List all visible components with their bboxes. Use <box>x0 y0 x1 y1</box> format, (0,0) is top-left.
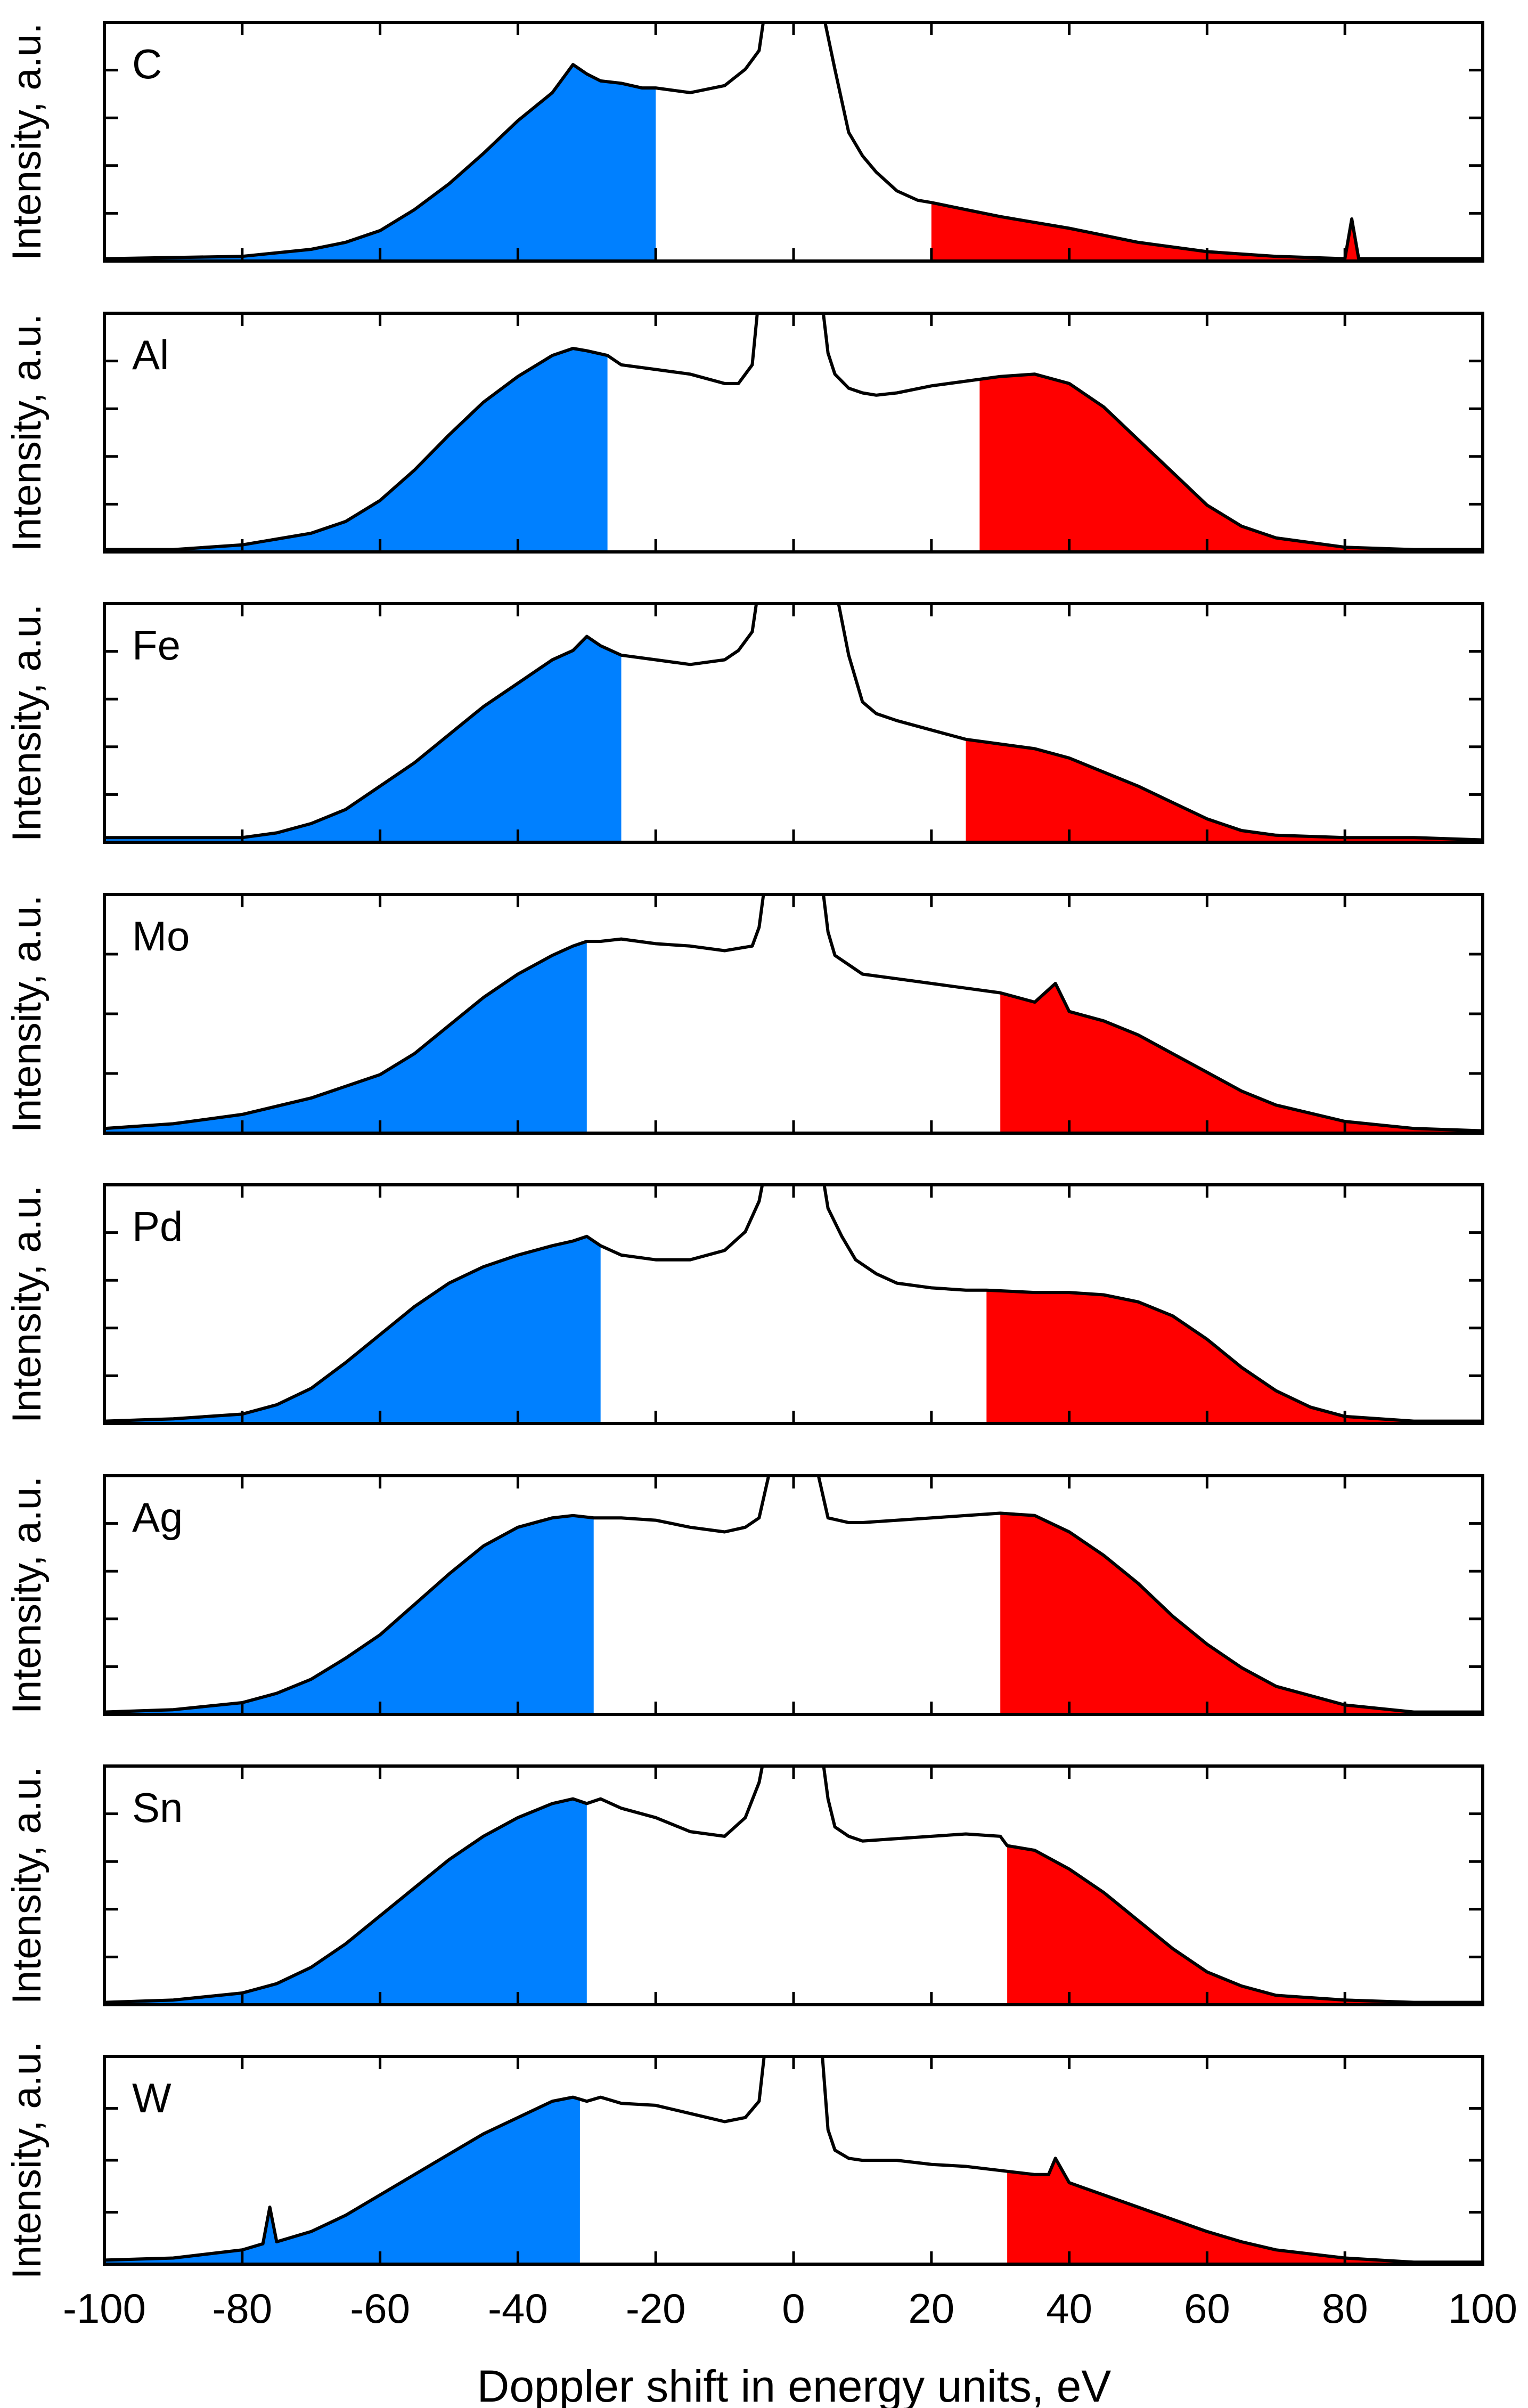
x-axis-label: Doppler shift in energy units, eV <box>477 2361 1112 2408</box>
spectrum-line <box>104 1476 1483 1714</box>
panel-fe: Fe Intensity, a.u. <box>4 602 1484 844</box>
spectrum-line <box>104 1766 1483 2004</box>
spectrum-line <box>104 22 1483 261</box>
x-tick-label: -20 <box>626 2285 686 2332</box>
x-tick-label: -60 <box>350 2285 410 2332</box>
element-label: Al <box>132 331 169 378</box>
element-label: Ag <box>132 1494 183 1541</box>
red-fill-area <box>1007 1845 1483 2005</box>
element-label: Mo <box>132 913 190 959</box>
blue-fill-area <box>104 348 608 552</box>
spectrum-line <box>104 1185 1483 1423</box>
y-axis-label: Intensity, a.u. <box>4 2041 50 2279</box>
spectrum-line <box>104 894 1483 1133</box>
panel-c: C Intensity, a.u. <box>4 21 1484 263</box>
element-label: Pd <box>132 1203 183 1250</box>
red-fill-area <box>931 202 1483 261</box>
red-fill-area <box>979 374 1483 552</box>
element-label: Sn <box>132 1784 183 1831</box>
x-tick-label: 40 <box>1046 2285 1092 2332</box>
panel-frame <box>103 602 1484 844</box>
x-tick-label: -80 <box>212 2285 272 2332</box>
y-axis-label: Intensity, a.u. <box>4 314 50 551</box>
panel-sn: Sn Intensity, a.u. <box>4 1764 1484 2006</box>
y-axis-label: Intensity, a.u. <box>4 1185 50 1423</box>
panel-pd: Pd Intensity, a.u. <box>4 1183 1484 1425</box>
panel-mo: Mo Intensity, a.u. <box>4 893 1484 1135</box>
y-axis-label: Intensity, a.u. <box>4 604 50 842</box>
red-fill-area <box>1007 2160 1483 2264</box>
x-tick-label: -100 <box>63 2285 146 2332</box>
panel-al: Al Intensity, a.u. <box>4 312 1484 554</box>
spectrum-line <box>104 2056 1483 2264</box>
red-fill-area <box>1000 984 1483 1133</box>
y-axis-label: Intensity, a.u. <box>4 1476 50 1714</box>
blue-fill-area <box>104 64 656 261</box>
blue-fill-area <box>104 941 587 1133</box>
blue-fill-area <box>104 1516 594 1714</box>
x-tick-label: 0 <box>782 2285 805 2332</box>
y-axis-label: Intensity, a.u. <box>4 895 50 1133</box>
x-tick-label: 80 <box>1322 2285 1368 2332</box>
spectrum-line <box>104 313 1483 551</box>
x-axis: -100 -80 -60 -40 -20 0 20 40 60 80 100 <box>63 2285 1517 2332</box>
y-axis-label: Intensity, a.u. <box>4 23 50 261</box>
y-axis-label: Intensity, a.u. <box>4 1767 50 2004</box>
spectrum-line <box>104 604 1483 842</box>
element-label: C <box>132 40 162 87</box>
element-label: W <box>132 2075 171 2121</box>
blue-fill-area <box>104 1799 587 2005</box>
x-tick-label: 100 <box>1448 2285 1517 2332</box>
blue-fill-area <box>104 1236 601 1423</box>
red-fill-area <box>986 1290 1483 1423</box>
x-tick-label: 60 <box>1184 2285 1230 2332</box>
x-tick-label: -40 <box>488 2285 548 2332</box>
panel-frame <box>103 21 1484 263</box>
panel-ag: Ag Intensity, a.u. <box>4 1474 1484 1716</box>
panel-frame <box>103 312 1484 554</box>
element-label: Fe <box>132 622 181 669</box>
panels: C Intensity, a.u. Al Intensity, a.u. Fe Inten… <box>4 21 1484 2279</box>
red-fill-area <box>966 739 1483 842</box>
red-fill-area <box>1000 1513 1483 1714</box>
panel-w: W Intensity, a.u. <box>4 2041 1484 2279</box>
blue-fill-area <box>104 637 622 842</box>
x-tick-label: 20 <box>908 2285 954 2332</box>
blue-fill-area <box>104 2097 580 2264</box>
